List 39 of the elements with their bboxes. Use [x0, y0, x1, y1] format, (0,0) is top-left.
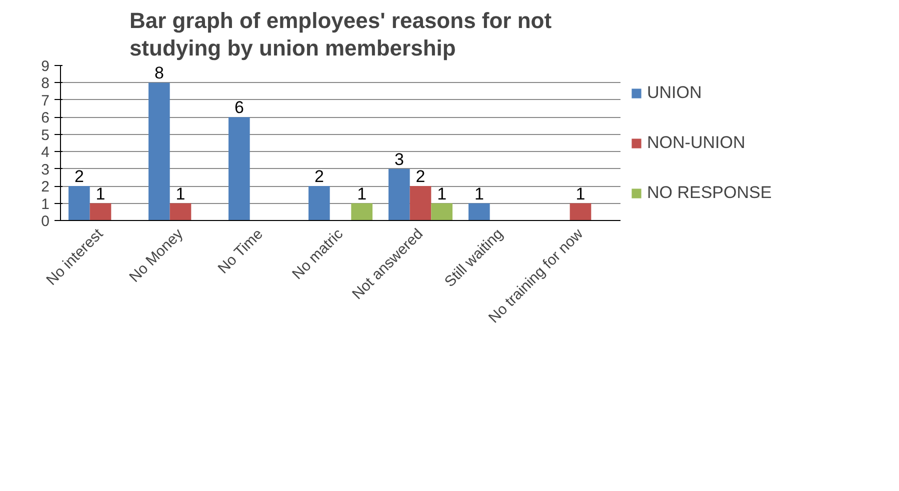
data-label: 8: [154, 64, 164, 83]
data-label: 2: [74, 167, 84, 186]
y-tick-label: 3: [41, 161, 50, 178]
data-label: 2: [416, 167, 426, 186]
y-tick-label: 8: [41, 75, 50, 92]
y-tick-label: 9: [41, 58, 50, 75]
chart-title: Bar graph of employees' reasons for not studying by union membership: [129, 8, 552, 60]
legend-label: UNION: [647, 82, 702, 102]
bar: [308, 186, 330, 220]
x-tick-label: No Time: [214, 226, 266, 278]
bar: [351, 203, 372, 220]
bar: [388, 168, 410, 220]
data-label: 1: [176, 184, 186, 204]
data-label: 1: [576, 184, 586, 204]
bar: [570, 203, 592, 220]
bar: [68, 186, 90, 220]
y-tick-label: 2: [41, 178, 50, 196]
y-tick-label: 1: [41, 196, 50, 213]
y-tick-label: 0: [41, 213, 50, 230]
bar: [90, 203, 112, 220]
data-label: 2: [314, 167, 324, 186]
bar: [148, 82, 170, 220]
y-tick-label: 7: [41, 92, 50, 110]
data-label: 1: [96, 184, 106, 204]
data-label: 1: [474, 184, 484, 204]
y-tick-label: 5: [41, 126, 50, 144]
bar: [468, 203, 490, 220]
y-tick-label: 4: [41, 144, 50, 162]
data-label: 3: [394, 150, 404, 169]
legend-label: NON-UNION: [647, 132, 746, 152]
bar: [228, 117, 250, 220]
y-tick-label: 6: [41, 110, 50, 127]
bar: [170, 203, 192, 220]
legend-label: NO RESPONSE: [647, 182, 772, 202]
bar: [431, 203, 452, 220]
data-label: 1: [437, 184, 447, 204]
data-label: 6: [234, 98, 244, 118]
data-label: 1: [357, 184, 367, 204]
bar: [410, 186, 432, 220]
